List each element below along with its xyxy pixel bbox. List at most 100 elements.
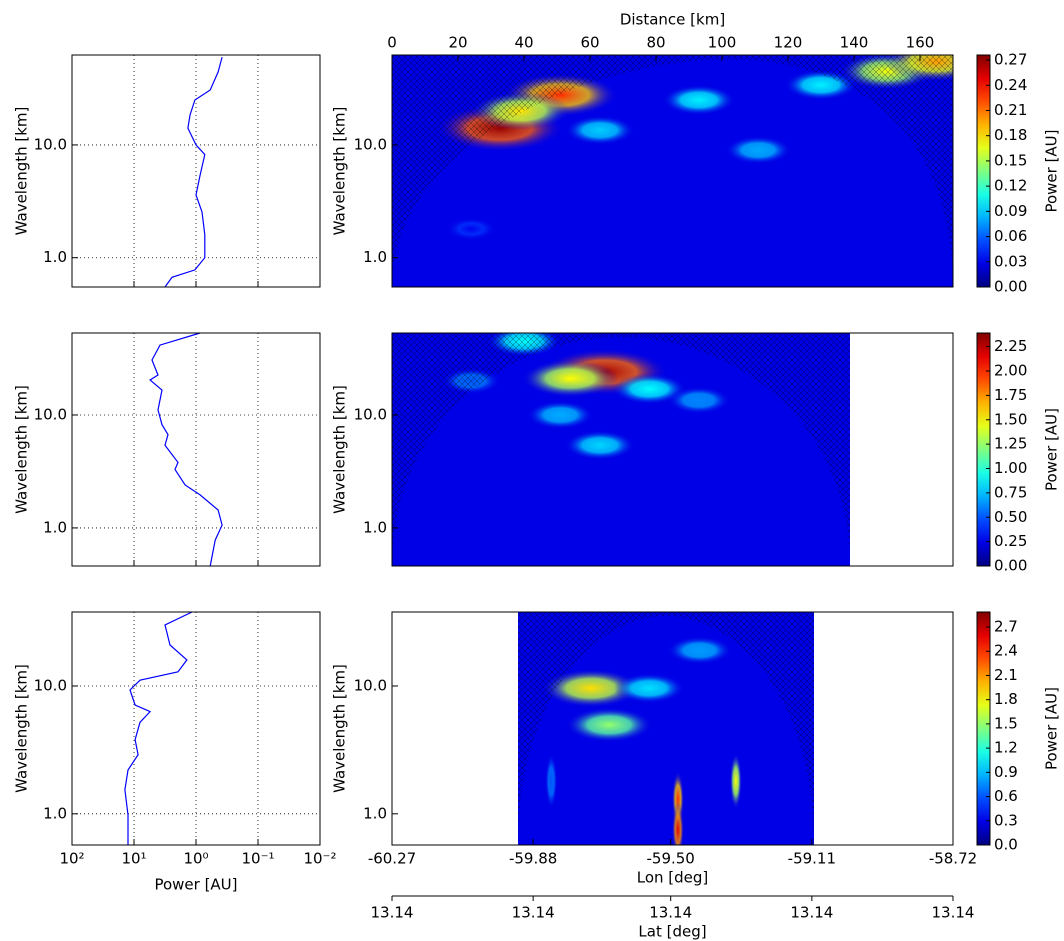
x-tick-label: 160	[906, 34, 935, 52]
power-spot	[667, 386, 731, 414]
colorbar-tick-label: 1.75	[994, 386, 1027, 404]
y-tick-label: 1.0	[43, 248, 67, 266]
y-tick-label: 10.0	[34, 405, 67, 423]
colorbar-tick-label: 1.00	[994, 459, 1027, 477]
x-tick-label: 10²	[59, 850, 84, 868]
power-curve	[164, 56, 223, 288]
x2-tick-label: 13.14	[649, 904, 692, 922]
colorbar-label: Power [AU]	[1043, 129, 1061, 212]
x2-tick-label: 13.14	[371, 904, 414, 922]
power-spot	[565, 115, 635, 145]
y-tick-label: 1.0	[43, 518, 67, 536]
colorbar	[976, 611, 991, 846]
colorbar	[976, 332, 991, 567]
y-tick-label: 10.0	[354, 405, 387, 423]
x-tick-label: 20	[448, 34, 467, 52]
cone-of-influence	[518, 612, 814, 845]
colorbar-tick-label: 0.06	[994, 227, 1027, 245]
x-tick-label: 10⁻¹	[241, 850, 274, 868]
colorbar-tick-label: 1.5	[994, 714, 1018, 732]
heatmap	[392, 333, 850, 566]
x-tick-label: 10¹	[121, 850, 146, 868]
y-tick-label: 1.0	[363, 248, 387, 266]
x-tick-label: 60	[580, 34, 599, 52]
colorbar-tick-label: 1.50	[994, 410, 1027, 428]
colorbar-tick-label: 1.8	[994, 690, 1018, 708]
power-spot	[612, 373, 687, 405]
x-tick-label: 0	[387, 34, 397, 52]
x-tick-label: -60.27	[368, 850, 416, 868]
axes-frame	[391, 54, 954, 288]
x-tick-label: 120	[774, 34, 803, 52]
y-axis-label: Wavelength [km]	[13, 107, 31, 236]
colorbar-tick-label: 0.3	[994, 811, 1018, 829]
colorbar-tick-label: 0.00	[994, 557, 1027, 575]
axes-frame	[71, 332, 321, 567]
power-spot	[565, 707, 653, 743]
cone-of-influence	[392, 55, 953, 287]
y-tick-label: 10.0	[34, 676, 67, 694]
x-axis-label: Distance [km]	[620, 11, 725, 29]
colorbar-tick-label: 0.18	[994, 126, 1027, 144]
y-tick-label: 1.0	[43, 804, 67, 822]
power-spot	[671, 801, 684, 845]
x-axis-label: Lon [deg]	[637, 869, 709, 887]
colorbar-tick-label: 1.2	[994, 739, 1018, 757]
colorbar-tick-label: 0.0	[994, 836, 1018, 854]
colorbar-tick-label: 0.27	[994, 51, 1027, 69]
colorbar-tick-label: 0.25	[994, 532, 1027, 550]
x-tick-label: 140	[840, 34, 869, 52]
colorbar-tick-label: 0.24	[994, 76, 1027, 94]
y-tick-label: 1.0	[363, 518, 387, 536]
x-axis-label: Power [AU]	[154, 876, 237, 894]
colorbar-tick-label: 2.1	[994, 666, 1018, 684]
power-spot	[521, 359, 619, 398]
axes-frame	[71, 54, 321, 288]
heatmap	[518, 612, 814, 845]
colorbar-label: Power [AU]	[1043, 408, 1061, 491]
x2-tick-label: 13.14	[790, 904, 833, 922]
y-tick-label: 10.0	[354, 676, 387, 694]
colorbar-tick-label: 2.25	[994, 337, 1027, 355]
colorbar-tick-label: 2.7	[994, 618, 1018, 636]
axes-frame	[391, 332, 954, 567]
colorbar-tick-label: 1.25	[994, 435, 1027, 453]
colorbar-tick-label: 0.12	[994, 177, 1027, 195]
colorbar-tick-label: 0.50	[994, 508, 1027, 526]
power-spot	[527, 400, 594, 430]
x2-axis-label: Lat [deg]	[638, 923, 706, 941]
x-tick-label: 10⁰	[183, 850, 208, 868]
power-curve	[149, 332, 223, 567]
x2-tick-label: 13.14	[932, 904, 975, 922]
y-tick-label: 1.0	[363, 804, 387, 822]
x-tick-label: 80	[646, 34, 665, 52]
heatmap	[392, 55, 953, 287]
x-tick-label: 40	[514, 34, 533, 52]
colorbar-tick-label: 0.6	[994, 787, 1018, 805]
colorbar-tick-label: 0.09	[994, 202, 1027, 220]
power-spot	[662, 84, 736, 116]
colorbar-tick-label: 2.00	[994, 362, 1027, 380]
colorbar-tick-label: 0.21	[994, 101, 1027, 119]
power-spot	[564, 430, 635, 460]
cone-of-influence	[392, 333, 850, 566]
power-spot	[541, 669, 641, 708]
power-spot	[729, 753, 742, 810]
y-axis-label: Wavelength [km]	[331, 107, 349, 236]
x2-tick-label: 13.14	[512, 904, 555, 922]
power-curve	[124, 611, 193, 845]
y-tick-label: 10.0	[354, 135, 387, 153]
y-axis-label: Wavelength [km]	[13, 664, 31, 793]
power-spot	[545, 753, 558, 810]
y-axis-label: Wavelength [km]	[13, 385, 31, 514]
y-axis-label: Wavelength [km]	[331, 385, 349, 514]
power-spot	[446, 217, 497, 241]
x-tick-label: 10⁻²	[303, 850, 336, 868]
y-tick-label: 10.0	[34, 135, 67, 153]
x-tick-label: -59.88	[509, 850, 557, 868]
axes-frame	[71, 611, 321, 846]
colorbar-tick-label: 0.75	[994, 483, 1027, 501]
y-axis-label: Wavelength [km]	[331, 664, 349, 793]
x-tick-label: -59.50	[647, 850, 695, 868]
